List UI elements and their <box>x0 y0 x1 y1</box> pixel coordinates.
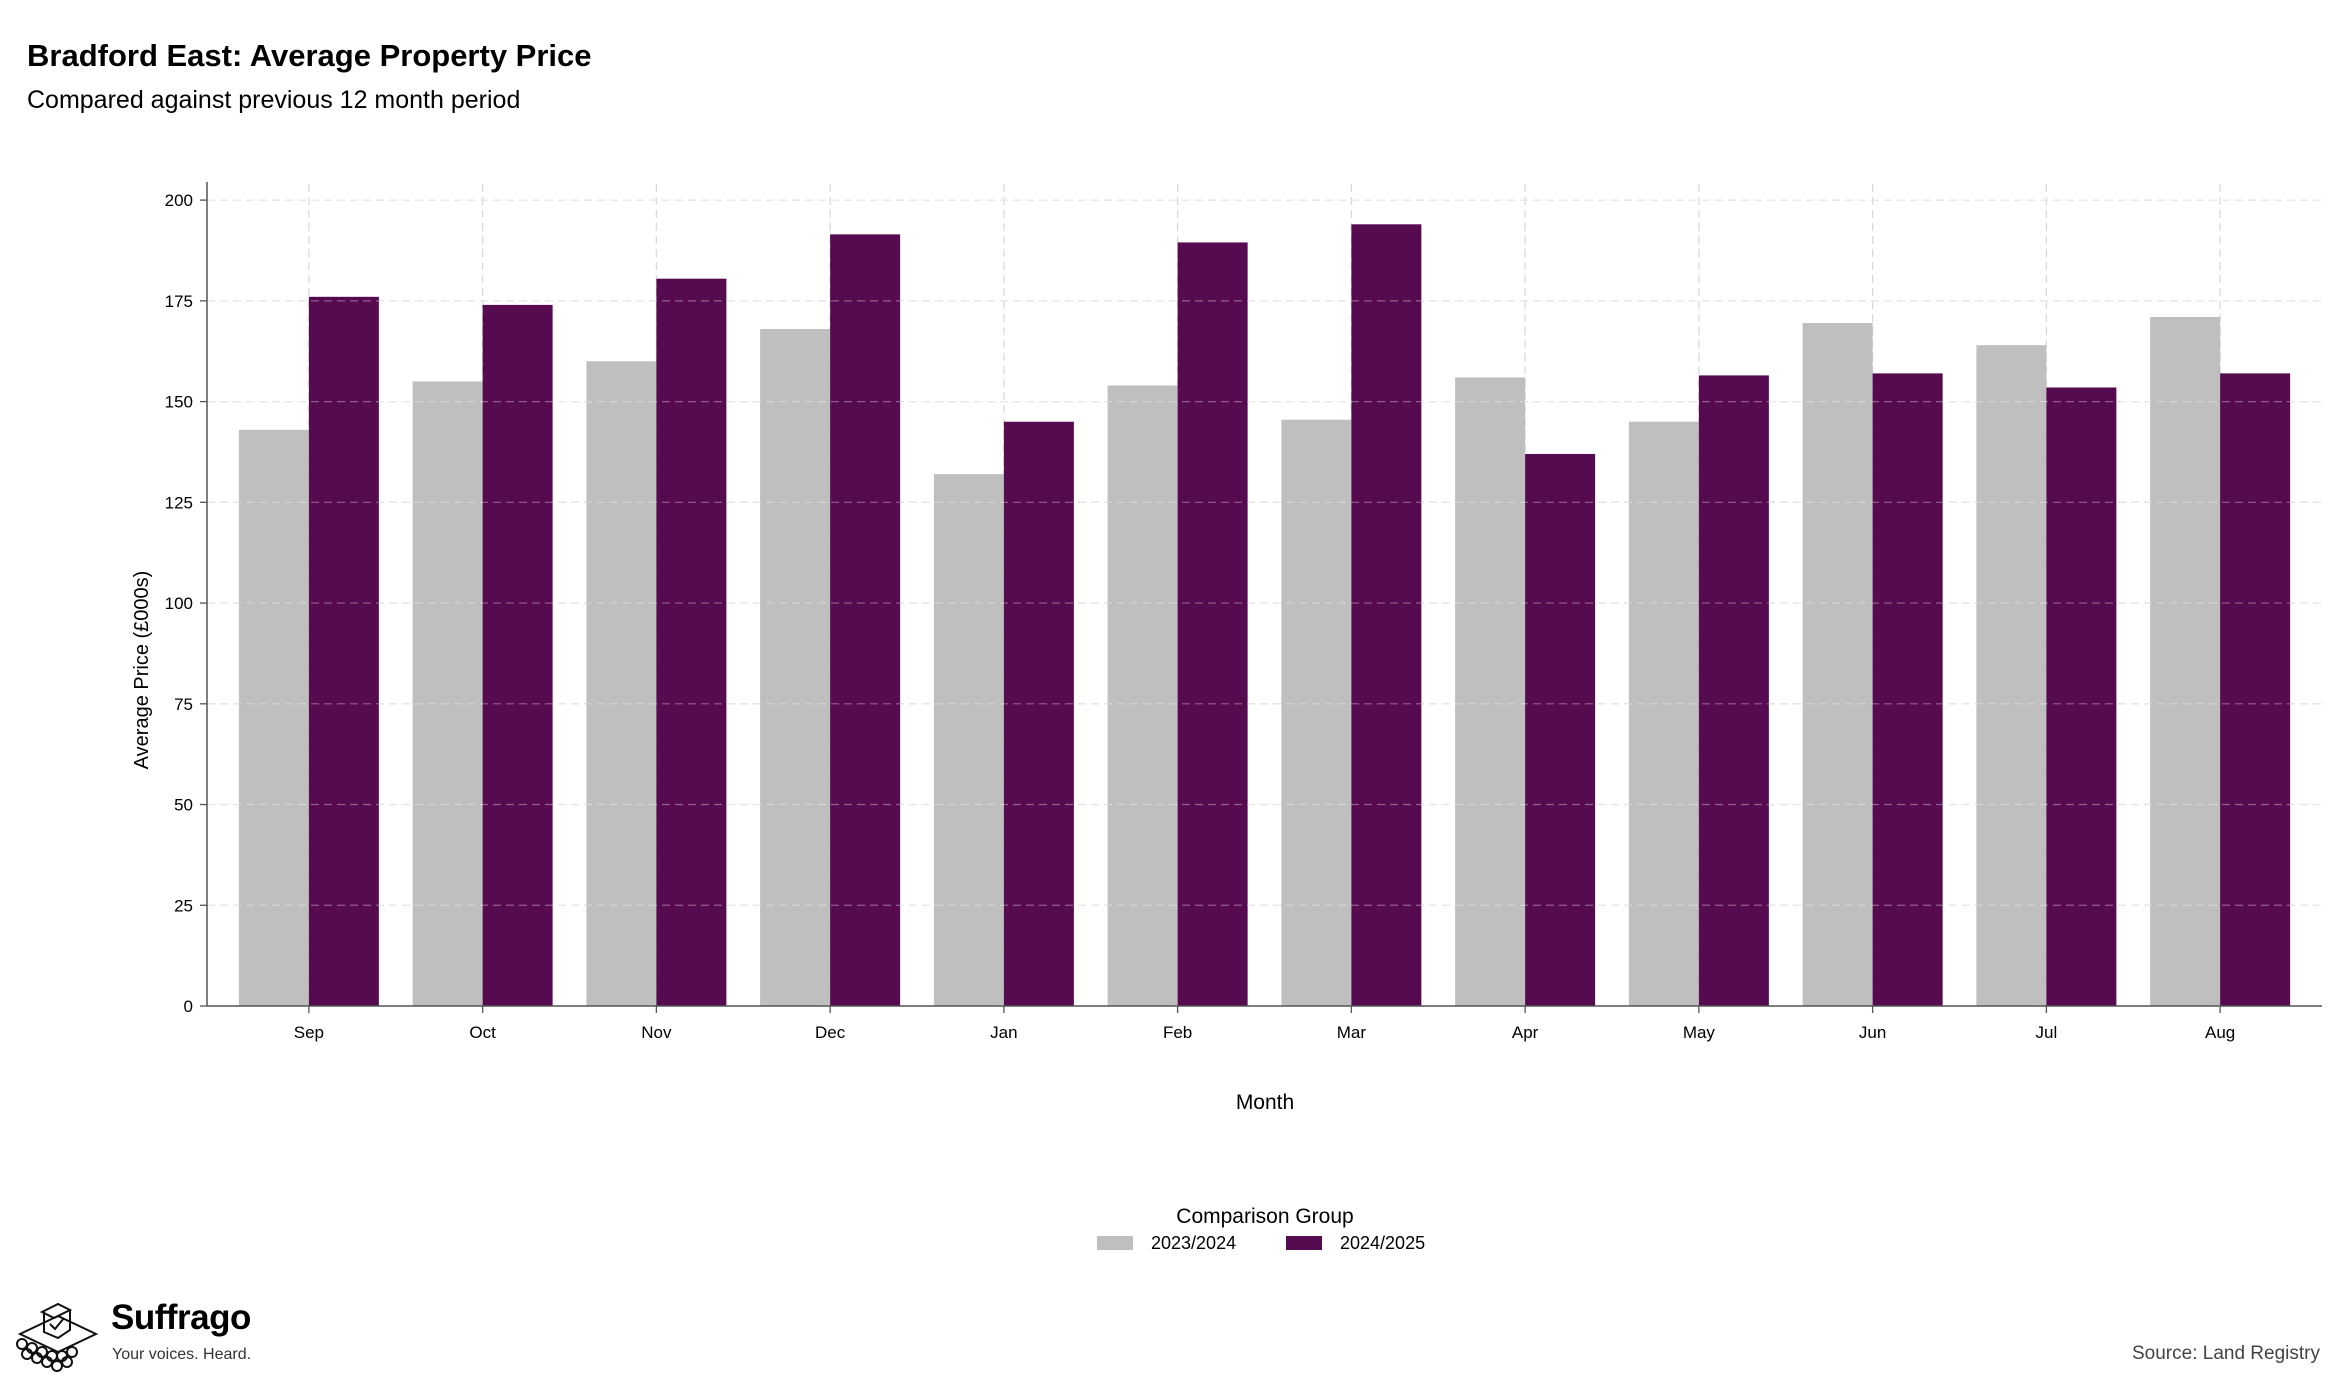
x-tick-labels: Sep Oct Nov Dec Jan Feb Mar Apr May Jun Jul Aug <box>294 1023 2236 1042</box>
y-tick-label: 75 <box>174 695 193 714</box>
brand-tagline: Your voices. Heard. <box>112 1346 252 1363</box>
x-tick-label: Mar <box>1337 1023 1367 1042</box>
bars <box>238 224 2291 1007</box>
y-tick-labels: 0 25 50 75 100 125 150 175 200 <box>165 191 193 1016</box>
bar-2024-2025-dec <box>830 234 901 1006</box>
legend-swatch-2023-2024 <box>1097 1236 1133 1250</box>
bar-2024-2025-jul <box>2046 387 2117 1006</box>
y-tick-label: 200 <box>165 191 193 210</box>
y-tick-label: 100 <box>165 594 193 613</box>
x-axis-label: Month <box>1236 1091 1294 1114</box>
chart-subtitle: Compared against previous 12 month perio… <box>27 86 521 114</box>
bar-2023-2024-sep <box>238 429 309 1006</box>
legend-swatch-2024-2025 <box>1286 1236 1322 1250</box>
y-tick-label: 125 <box>165 493 193 512</box>
x-tick-label: Oct <box>469 1023 496 1042</box>
chart-title: Bradford East: Average Property Price <box>27 38 592 73</box>
bar-2024-2025-oct <box>482 304 553 1007</box>
bar-2024-2025-nov <box>656 278 727 1006</box>
bar-2023-2024-mar <box>1281 419 1352 1006</box>
bar-2023-2024-jul <box>1976 345 2047 1006</box>
y-axis-label: Average Price (£000s) <box>131 571 153 770</box>
bar-2024-2025-jan <box>1003 421 1074 1006</box>
y-tick-label: 25 <box>174 896 193 915</box>
x-tick-label: Sep <box>294 1023 324 1042</box>
bar-2024-2025-may <box>1698 375 1769 1006</box>
brand-logo: Suffrago Your voices. Heard. <box>14 1298 274 1378</box>
bar-2023-2024-oct <box>412 381 483 1006</box>
bar-2023-2024-jan <box>933 474 1004 1006</box>
x-tick-label: Jun <box>1859 1023 1886 1042</box>
ballot-box-icon <box>16 1302 99 1372</box>
x-tick-label: Apr <box>1512 1023 1539 1042</box>
bar-2024-2025-jun <box>1872 373 1943 1007</box>
x-tick-label: Feb <box>1163 1023 1192 1042</box>
x-tick-label: Dec <box>815 1023 846 1042</box>
brand-name: Suffrago <box>111 1298 251 1337</box>
bar-2023-2024-feb <box>1107 385 1178 1006</box>
x-tick-label: Jan <box>990 1023 1017 1042</box>
legend-label-2023-2024: 2023/2024 <box>1151 1233 1236 1253</box>
bar-2023-2024-aug <box>2150 316 2221 1006</box>
bar-2024-2025-apr <box>1525 453 1596 1006</box>
bar-2023-2024-dec <box>760 329 831 1006</box>
axes <box>200 182 2322 1013</box>
legend-label-2024-2025: 2024/2025 <box>1340 1233 1425 1253</box>
x-tick-label: Nov <box>641 1023 672 1042</box>
x-tick-label: May <box>1683 1023 1716 1042</box>
source-note: Source: Land Registry <box>2132 1343 2320 1364</box>
x-tick-label: Aug <box>2205 1023 2235 1042</box>
legend-title: Comparison Group <box>1176 1205 1353 1228</box>
bar-2023-2024-jun <box>1802 323 1873 1006</box>
bar-2024-2025-aug <box>2220 373 2291 1007</box>
bar-2023-2024-nov <box>586 361 657 1006</box>
x-tick-label: Jul <box>2036 1023 2058 1042</box>
y-tick-label: 50 <box>174 796 193 815</box>
legend: Comparison Group 2023/2024 2024/2025 <box>1097 1205 1425 1253</box>
bar-2024-2025-feb <box>1177 242 1248 1007</box>
bar-2023-2024-apr <box>1455 377 1526 1007</box>
bar-2023-2024-may <box>1628 421 1699 1006</box>
y-tick-label: 0 <box>184 997 193 1016</box>
bar-2024-2025-sep <box>308 296 379 1007</box>
bar-2024-2025-mar <box>1351 224 1422 1006</box>
y-tick-label: 150 <box>165 393 193 412</box>
y-tick-label: 175 <box>165 292 193 311</box>
